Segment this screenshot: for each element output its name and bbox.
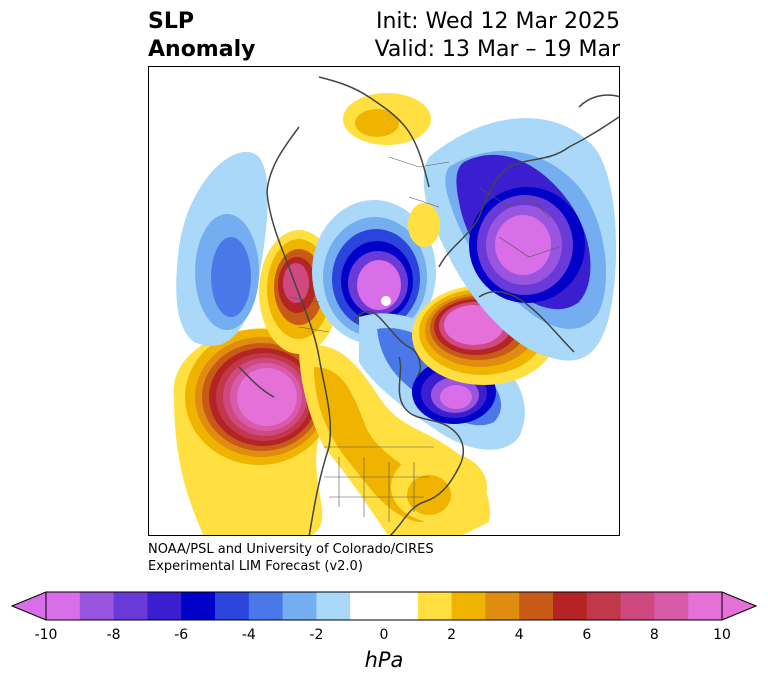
anomaly-negative-eurasia xyxy=(423,118,617,361)
colorbar-segment xyxy=(79,592,115,620)
colorbar-segment xyxy=(282,592,317,620)
colorbar-segment xyxy=(147,592,182,620)
colorbar-tick-label: 6 xyxy=(582,627,592,643)
colorbar xyxy=(0,586,768,626)
colorbar-segment xyxy=(553,592,588,620)
colorbar-segment xyxy=(688,592,723,620)
colorbar-segment xyxy=(248,592,284,620)
coastlines xyxy=(238,76,619,535)
valid-range: Valid: 13 Mar – 19 Mar xyxy=(374,37,620,62)
credit-line2: Experimental LIM Forecast (v2.0) xyxy=(148,559,363,574)
colorbar-over-arrow xyxy=(721,591,758,621)
colorbar-tick-label: -2 xyxy=(309,627,324,643)
colorbar-under-arrow xyxy=(10,591,47,621)
political-borders xyxy=(288,156,560,522)
colorbar-outline xyxy=(45,591,723,621)
forecast-map xyxy=(148,66,620,536)
colorbar-tick-label: -8 xyxy=(106,627,121,643)
colorbar-segment xyxy=(46,592,81,620)
colorbar-segment xyxy=(586,592,622,620)
colorbar-segment xyxy=(113,592,148,620)
colorbar-tick-label: 2 xyxy=(447,627,457,643)
anomaly-map-svg xyxy=(173,76,619,535)
colorbar-segment xyxy=(519,592,554,620)
colorbar-ticks: -10 -8 -6 -4 -2 0 2 4 6 8 10 xyxy=(0,627,768,647)
colorbar-segment xyxy=(316,592,351,620)
anomaly-positive-ne-pacific xyxy=(173,328,333,535)
colorbar-segment xyxy=(485,592,520,620)
colorbar-segment xyxy=(417,592,453,620)
anomaly-positive-kara xyxy=(408,203,440,247)
anomaly-negative-arctic xyxy=(312,200,436,344)
colorbar-segment xyxy=(215,592,250,620)
colorbar-units: hPa xyxy=(364,648,404,672)
variable-title: SLP Anomaly xyxy=(148,8,255,64)
variable-title-line1: SLP xyxy=(148,9,194,34)
colorbar-segment xyxy=(181,592,216,620)
credit-line1: NOAA/PSL and University of Colorado/CIRE… xyxy=(148,542,434,557)
colorbar-segment xyxy=(451,592,486,620)
colorbar-tick-label: 10 xyxy=(713,627,731,643)
variable-title-line2: Anomaly xyxy=(148,37,256,62)
colorbar-tick-label: -4 xyxy=(241,627,256,643)
colorbar-svg xyxy=(10,591,758,621)
colorbar-tick-label: 4 xyxy=(514,627,524,643)
anomaly-negative-n-pacific xyxy=(176,151,268,346)
colorbar-segment xyxy=(350,592,385,620)
colorbar-segment xyxy=(654,592,689,620)
colorbar-segment xyxy=(384,592,419,620)
colorbar-tick-label: -6 xyxy=(174,627,189,643)
colorbar-segments xyxy=(46,592,723,620)
anomaly-positive-siberia xyxy=(343,93,431,145)
colorbar-tick-label: 0 xyxy=(379,627,389,643)
init-date: Init: Wed 12 Mar 2025 xyxy=(375,9,620,34)
credit-text: NOAA/PSL and University of Colorado/CIRE… xyxy=(148,541,434,575)
colorbar-segment xyxy=(620,592,655,620)
colorbar-tick-label: 8 xyxy=(649,627,659,643)
forecast-dates: Init: Wed 12 Mar 2025 Valid: 13 Mar – 19… xyxy=(375,8,620,64)
anomaly-positive-atlantic-south xyxy=(391,451,487,523)
colorbar-tick-label: -10 xyxy=(34,627,58,643)
